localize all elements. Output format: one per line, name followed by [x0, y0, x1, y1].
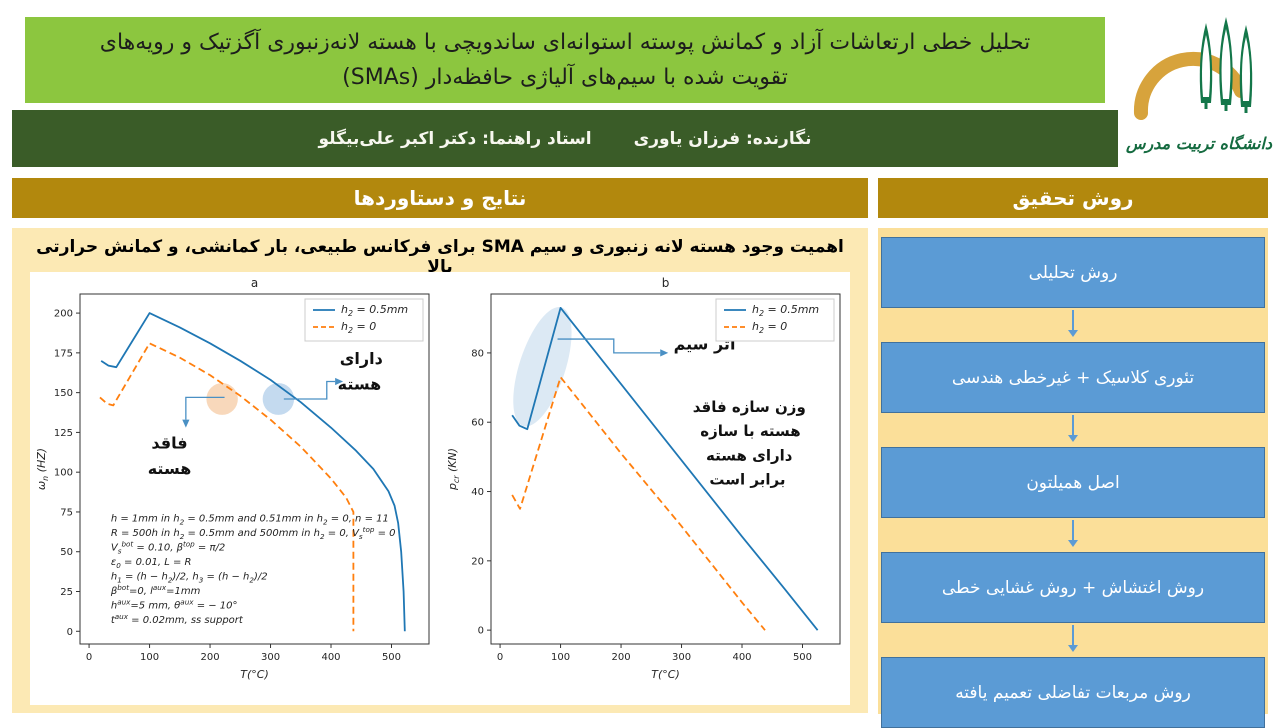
author-label: نگارنده: فرزان یاوری: [633, 128, 812, 149]
svg-text:هسته: هسته: [338, 374, 382, 393]
svg-text:T(°C): T(°C): [240, 668, 268, 681]
flow-arrow-down-icon: [1072, 310, 1074, 330]
poster-title: تحلیل خطی ارتعاشات آزاد و کمانش پوسته اس…: [25, 17, 1105, 103]
flow-arrow-down-icon: [1072, 415, 1074, 435]
svg-text:taux = 0.02mm, ss support: taux = 0.02mm, ss support: [111, 612, 244, 626]
svg-text:75: 75: [60, 507, 73, 518]
method-step-analytical: روش تحلیلی: [881, 237, 1265, 308]
university-logo-icon: دانشگاه تربیت مدرس: [1125, 17, 1273, 154]
svg-text:h2 = 0.5mm: h2 = 0.5mm: [752, 303, 819, 318]
svg-text:b: b: [662, 276, 670, 290]
results-header-label: نتایج و دستاوردها: [353, 186, 527, 210]
svg-text:40: 40: [471, 487, 484, 498]
svg-text:haux=5 mm, θaux = − 10°: haux=5 mm, θaux = − 10°: [111, 598, 238, 612]
svg-text:80: 80: [471, 348, 484, 359]
svg-text:T(°C): T(°C): [651, 668, 679, 681]
flow-gap: [878, 308, 1268, 342]
svg-text:100: 100: [551, 652, 570, 663]
svg-text:150: 150: [54, 388, 73, 399]
method-header-label: روش تحقیق: [1012, 186, 1134, 210]
method-flowchart: روش تحلیلی تئوری کلاسیک + غیرخطی هندسی ا…: [878, 228, 1268, 728]
svg-text:برابر است: برابر است: [709, 471, 785, 489]
svg-text:175: 175: [54, 348, 73, 359]
svg-text:300: 300: [261, 652, 280, 663]
svg-text:Vsbot = 0.10, βtop = π/2: Vsbot = 0.10, βtop = π/2: [111, 540, 225, 556]
poster-title-line1: تحلیل خطی ارتعاشات آزاد و کمانش پوسته اس…: [99, 29, 1031, 55]
flow-gap: [878, 413, 1268, 447]
poster-title-line2: تقویت شده با سیم‌های آلیاژی حافظه‌دار (S…: [342, 65, 788, 90]
results-panel: اهمیت وجود هسته لانه زنبوری و سیم SMA بر…: [12, 228, 868, 713]
charts-container: a 0 100 200 300 400 500 0 25 50 75 100 125 150 175 200 T…: [30, 272, 850, 705]
method-step-hamilton: اصل همیلتون: [881, 447, 1265, 518]
results-headline: اهمیت وجود هسته لانه زنبوری و سیم SMA بر…: [36, 237, 844, 277]
svg-text:500: 500: [382, 652, 401, 663]
svg-text:50: 50: [60, 547, 73, 558]
method-step-classical-theory: تئوری کلاسیک + غیرخطی هندسی: [881, 342, 1265, 413]
svg-text:300: 300: [672, 652, 691, 663]
results-section-header: نتایج و دستاوردها: [12, 178, 868, 218]
svg-text:20: 20: [471, 556, 484, 567]
svg-text:200: 200: [200, 652, 219, 663]
svg-text:125: 125: [54, 428, 73, 439]
chart-a: a 0 100 200 300 400 500 0 25 50 75 100 125 150 175 200 T…: [32, 276, 437, 701]
svg-text:فاقد: فاقد: [151, 433, 187, 452]
svg-text:200: 200: [611, 652, 630, 663]
svg-text:25: 25: [60, 587, 73, 598]
svg-text:هسته با سازه: هسته با سازه: [700, 422, 800, 440]
svg-text:500: 500: [793, 652, 812, 663]
svg-text:0: 0: [478, 626, 484, 637]
svg-text:βbot=0, laux=1mm: βbot=0, laux=1mm: [110, 583, 201, 597]
svg-text:pcr (KN): pcr (KN): [446, 448, 461, 491]
method-section-header: روش تحقیق: [878, 178, 1268, 218]
svg-text:100: 100: [140, 652, 159, 663]
svg-text:h1 = (h − h2)/2, h3 = (h − h2): h1 = (h − h2)/2, h3 = (h − h2)/2: [111, 572, 268, 585]
svg-text:0: 0: [497, 652, 503, 663]
svg-text:هسته: هسته: [148, 459, 192, 478]
svg-text:دارای: دارای: [340, 349, 383, 368]
university-logo: دانشگاه تربیت مدرس: [1118, 0, 1280, 172]
svg-text:400: 400: [732, 652, 751, 663]
svg-text:h = 1mm in h2 = 0.5mm and 0.51: h = 1mm in h2 = 0.5mm and 0.51mm in h2 =…: [111, 514, 389, 527]
flow-gap: [878, 623, 1268, 657]
method-step-gdq: روش مربعات تفاضلی تعمیم یافته: [881, 657, 1265, 728]
svg-text:0: 0: [67, 627, 73, 638]
svg-text:R = 500h in h2 = 0.5mm and 500: R = 500h in h2 = 0.5mm and 500mm in h2 =…: [111, 525, 396, 541]
svg-text:دارای هسته: دارای هسته: [706, 446, 793, 464]
svg-text:0: 0: [86, 652, 92, 663]
svg-text:400: 400: [321, 652, 340, 663]
flow-arrow-down-icon: [1072, 625, 1074, 645]
svg-text:ε0 = 0.01, L = R: ε0 = 0.01, L = R: [111, 557, 192, 570]
svg-text:a: a: [251, 276, 258, 290]
author-bar: نگارنده: فرزان یاوری استاد راهنما: دکتر …: [12, 110, 1118, 167]
svg-text:h2 = 0.5mm: h2 = 0.5mm: [341, 303, 408, 318]
svg-text:100: 100: [54, 468, 73, 479]
advisor-label: استاد راهنما: دکتر اکبر علی‌بیگلو: [318, 128, 592, 149]
flow-arrow-down-icon: [1072, 520, 1074, 540]
method-step-perturbation: روش اغتشاش + روش غشایی خطی: [881, 552, 1265, 623]
university-name: دانشگاه تربیت مدرس: [1125, 134, 1273, 154]
svg-text:h2 = 0: h2 = 0: [752, 320, 787, 335]
svg-text:200: 200: [54, 309, 73, 320]
svg-text:ωn (HZ): ωn (HZ): [35, 448, 50, 490]
flow-gap: [878, 518, 1268, 552]
svg-text:60: 60: [471, 418, 484, 429]
svg-text:h2 = 0: h2 = 0: [341, 320, 376, 335]
svg-text:وزن سازه فاقد: وزن سازه فاقد: [693, 398, 806, 416]
